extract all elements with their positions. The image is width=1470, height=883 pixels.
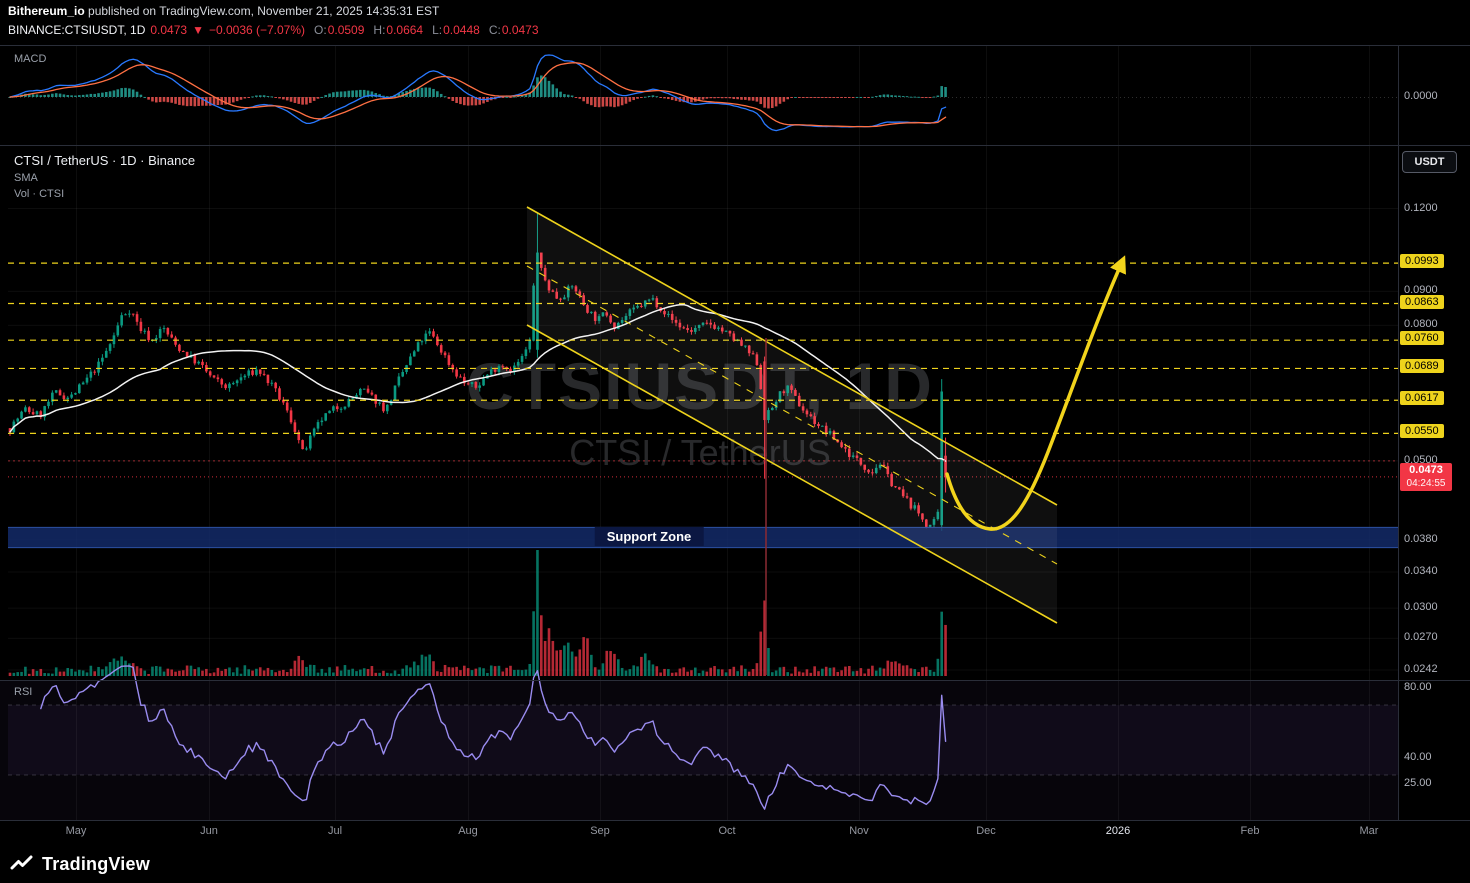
publish-line: Bithereum_io published on TradingView.co… [8,4,439,18]
close-label: C: [488,23,501,37]
time-axis-label: 2026 [1105,825,1131,837]
close-value: 0.0473 [501,23,539,37]
tradingview-logo-icon [10,855,33,870]
rsi-pane-label: RSI [14,686,33,698]
time-axis-label: Feb [1240,825,1260,837]
sma-legend: SMA [14,172,38,184]
currency-toggle-button[interactable]: USDT [1402,151,1457,173]
time-axis-label: May [65,825,87,837]
tradingview-brand[interactable]: TradingView [42,853,150,874]
high-value: 0.0664 [386,23,424,37]
open-value: 0.0509 [327,23,365,37]
price-change: −0.0036 (−7.07%) [208,23,306,37]
time-axis-label: Nov [849,825,869,837]
open-label: O: [314,23,327,37]
time-axis-label: Mar [1359,825,1379,837]
time-axis-label: Jul [327,825,343,837]
high-label: H: [373,23,386,37]
last-price: 0.0473 [150,23,188,37]
low-value: 0.0448 [443,23,480,37]
volume-legend: Vol · CTSI [14,188,65,200]
macd-pane-label: MACD [14,53,47,65]
symbol-title: BINANCE:CTSIUSDT, 1D [8,23,146,37]
chart-canvas[interactable] [0,0,1470,845]
publish-info: published on TradingView.com, November 2… [84,4,440,18]
publisher-name[interactable]: Bithereum_io [8,4,85,18]
footer: TradingView [0,845,1470,883]
time-axis-label: Jun [200,825,218,837]
time-axis-label: Oct [718,825,736,837]
main-chart-legend: CTSI / TetherUS · 1D · Binance SMA Vol ·… [14,153,195,200]
low-label: L: [432,23,443,37]
time-axis: May Jun Jul Aug Sep Oct Nov Dec 2026 Feb Mar [0,821,1470,845]
support-zone-label: Support Zone [594,527,704,546]
time-axis-label: Aug [458,825,478,837]
time-axis-label: Dec [976,825,996,837]
chart-title: CTSI / TetherUS · 1D · Binance [14,153,196,168]
symbol-ohlc-line: BINANCE:CTSIUSDT, 1D 0.0473 ▼ −0.0036 (−… [8,23,539,37]
time-axis-label: Sep [590,825,610,837]
direction-arrow-icon: ▼ [192,23,204,37]
